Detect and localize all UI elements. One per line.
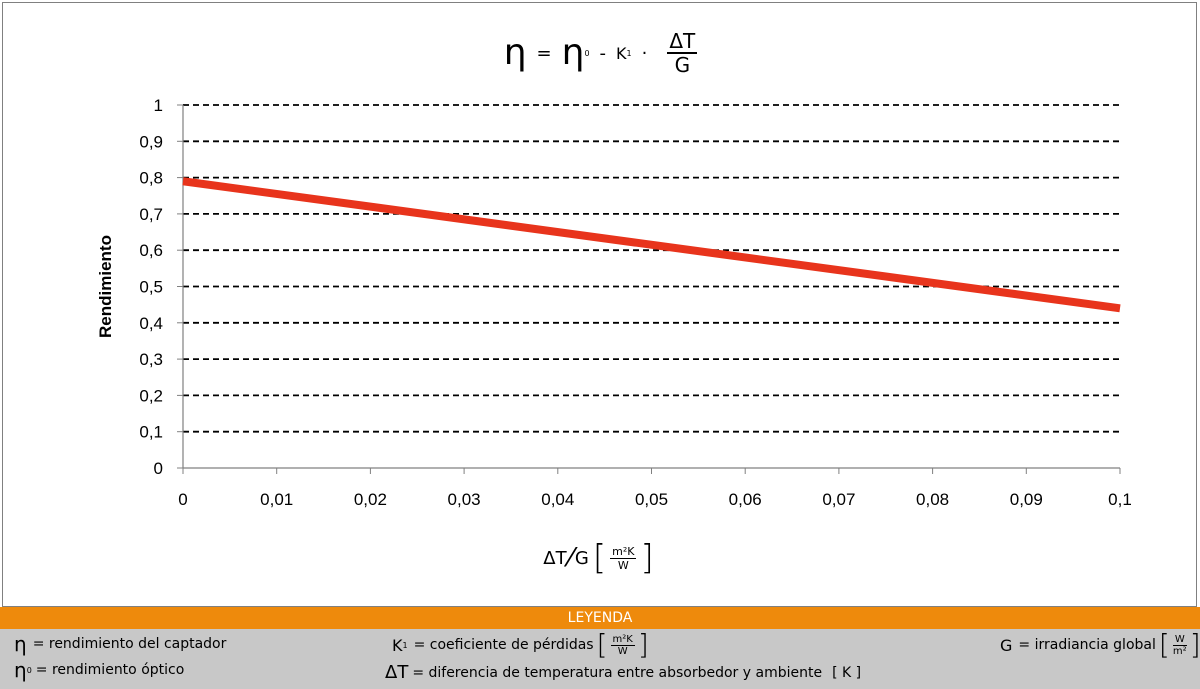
x-tick-label: 0,05 (635, 490, 668, 509)
series-line (182, 177, 1121, 313)
x-label-unit: m²K W (610, 544, 637, 572)
formula-frac-num: ΔT (667, 29, 698, 54)
series-lines (182, 177, 1121, 313)
x-label-slash: ⁄ (568, 543, 573, 573)
x-tick-label: 0,1 (1108, 490, 1132, 509)
legend-item-eta: η = rendimiento del captador (14, 632, 226, 656)
legend-g-bracket-open: [ (1158, 628, 1170, 661)
y-tick-label: 0,5 (139, 278, 163, 297)
legend-header: LEYENDA (0, 607, 1200, 629)
y-tick-label: 0,3 (139, 350, 163, 369)
x-label-bracket-close: ] (640, 538, 654, 578)
legend-g-unit-num: W (1172, 633, 1187, 646)
legend-eta-text: = rendimiento del captador (32, 636, 227, 652)
gridlines (183, 104, 1120, 433)
formula-eta0-sub: 0 (584, 48, 590, 58)
x-tick-label: 0,09 (1010, 490, 1043, 509)
x-tick-label: 0,07 (822, 490, 855, 509)
legend-delta-t-unit: [ K ] (832, 664, 862, 681)
x-label-unit-den: W (617, 558, 629, 572)
legend-k1-unit-num: m²K (610, 633, 635, 646)
legend-eta0-text: = rendimiento óptico (35, 662, 185, 678)
x-label-delta-t: ΔT (543, 547, 567, 569)
legend-g-symbol: G (1000, 635, 1013, 655)
formula-k1: K (616, 43, 627, 63)
y-tick-label: 0,7 (139, 205, 163, 224)
x-label-bracket-open: [ (592, 538, 607, 578)
legend-k1-unit-den: W (617, 645, 628, 657)
x-tick-label: 0,08 (916, 490, 949, 509)
legend-k1-unit: m²K W (610, 633, 635, 657)
y-axis-label: Rendimiento (96, 235, 115, 338)
x-label-g: G (574, 547, 589, 569)
formula-eta0: η (561, 32, 585, 73)
y-tick-label: 1 (154, 96, 163, 115)
legend-g-text: = irradiancia global (1018, 637, 1156, 653)
legend-eta-symbol: η (14, 632, 27, 656)
x-label-unit-num: m²K (610, 544, 637, 559)
formula-k1-sub: 1 (626, 48, 632, 58)
y-tick-label: 0,4 (139, 314, 163, 333)
y-tick-label: 0,2 (139, 386, 163, 405)
legend-k1-sub: 1 (402, 640, 408, 650)
x-tick-label: 0,01 (260, 490, 293, 509)
axes (177, 104, 1121, 474)
legend-g-bracket-close: ] (1189, 628, 1200, 661)
legend-eta0-sub: 0 (26, 665, 32, 675)
y-tick-label: 0,6 (139, 241, 163, 260)
legend-item-g: G = irradiancia global [ W m² ] (1000, 631, 1200, 659)
legend-item-delta-t: ΔT = diferencia de temperatura entre abs… (385, 662, 861, 683)
formula-fraction: ΔT G (667, 29, 698, 77)
formula-equals: = (536, 42, 552, 64)
legend-k1-symbol: K (392, 635, 403, 655)
legend-delta-t-symbol: ΔT (385, 662, 409, 683)
x-axis-label: ΔT ⁄ G [ m²K W ] (3, 541, 1198, 575)
formula-minus: - (599, 42, 607, 64)
x-tick-label: 0,04 (541, 490, 574, 509)
y-tick-label: 0 (154, 459, 163, 478)
y-tick-label: 0,1 (139, 423, 163, 442)
legend-k1-bracket-open: [ (596, 628, 608, 661)
efficiency-chart: 00,10,20,30,40,50,60,70,80,91 0 0,01 0,02 0… (96, 96, 1132, 509)
x-tick-label: 0 (178, 490, 187, 509)
legend-eta0-symbol: η (14, 658, 27, 682)
legend-g-unit-den: m² (1172, 645, 1187, 657)
legend-k1-bracket-close: ] (637, 628, 649, 661)
y-tick-label: 0,8 (139, 169, 163, 188)
formula-eta: η (503, 32, 527, 73)
y-tick-labels: 0 0,1 0,2 0,3 0,4 0,5 0,6 0,7 0,8 0,9 1 (139, 96, 163, 478)
y-tick-label: 0,9 (139, 132, 163, 151)
x-tick-label: 0,02 (354, 490, 387, 509)
x-tick-labels: 0 0,01 0,02 0,03 0,04 0,05 0,06 0,07 0,08 0,09 0,1 (178, 490, 1132, 509)
legend-delta-t-text: = diferencia de temperatura entre absorb… (412, 664, 823, 681)
formula-frac-den: G (674, 53, 691, 77)
formula-dot: · (641, 42, 648, 64)
legend-k1-text: = coeficiente de pérdidas (413, 637, 594, 653)
x-tick-label: 0,06 (729, 490, 762, 509)
legend-g-unit: W m² (1172, 633, 1187, 657)
x-tick-label: 0,03 (448, 490, 481, 509)
